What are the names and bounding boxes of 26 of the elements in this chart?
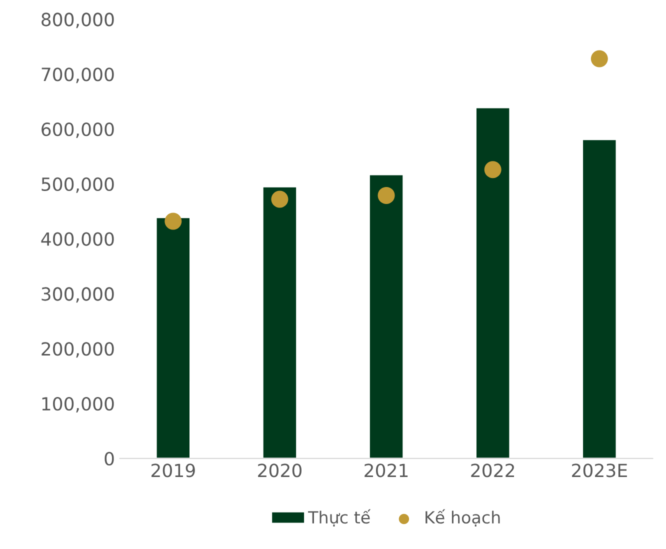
y-tick-label: 800,000 [42, 12, 114, 28]
y-tick-label: 100,000 [42, 396, 114, 412]
x-tick-label: 2022 [471, 464, 514, 478]
legend-label: Thực tế [308, 509, 371, 526]
bar [368, 174, 404, 458]
x-tick-label: 2021 [364, 464, 408, 478]
x-tick-label: 2023E [572, 464, 627, 478]
point [378, 186, 395, 204]
bar [262, 186, 298, 458]
point [484, 161, 502, 178]
y-tick-label: 300,000 [42, 287, 114, 303]
y-tick-label: 200,000 [42, 342, 114, 358]
bar [155, 216, 191, 458]
point [271, 190, 288, 208]
x-tick-label: 2019 [152, 464, 195, 478]
y-tick-label: 0 [104, 452, 114, 466]
x-tick-label: 2020 [258, 464, 302, 478]
legend-label: Kế hoạch [426, 509, 500, 526]
bar [582, 138, 618, 458]
y-tick-label: 400,000 [41, 232, 114, 248]
point [164, 212, 182, 230]
point [590, 50, 608, 68]
y-tick-label: 500,000 [42, 177, 114, 193]
bar [475, 106, 511, 458]
y-tick-label: 600,000 [42, 122, 114, 138]
y-tick-label: 700,000 [42, 68, 114, 84]
